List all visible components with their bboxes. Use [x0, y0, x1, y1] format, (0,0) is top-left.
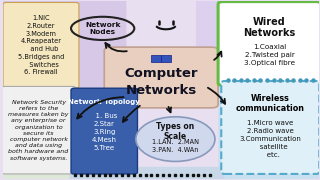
- Text: Types on
Scale: Types on Scale: [156, 122, 195, 141]
- Text: Network
Nodes: Network Nodes: [85, 22, 120, 35]
- FancyBboxPatch shape: [221, 81, 319, 174]
- Text: 1.Coaxial
2.Twisted pair
3.Optical fibre: 1.Coaxial 2.Twisted pair 3.Optical fibre: [244, 44, 295, 66]
- FancyBboxPatch shape: [0, 88, 77, 180]
- FancyBboxPatch shape: [71, 88, 138, 174]
- Text: 1. Bus
2.Star
3.Ring
4.Mesh
5.Tree: 1. Bus 2.Star 3.Ring 4.Mesh 5.Tree: [91, 113, 117, 151]
- FancyBboxPatch shape: [218, 81, 320, 180]
- Text: Wired
Networks: Wired Networks: [244, 17, 296, 38]
- Text: Network Topology: Network Topology: [68, 99, 140, 105]
- Text: Computer
Networks: Computer Networks: [124, 67, 198, 96]
- Text: 1.LAN.  2.MAN
3.PAN.  4.WAn: 1.LAN. 2.MAN 3.PAN. 4.WAn: [152, 139, 199, 153]
- FancyBboxPatch shape: [196, 0, 320, 88]
- Circle shape: [136, 117, 215, 161]
- Text: 1.NIC
2.Router
3.Modem
4.Reapeater
   and Hub
5.Bridges and
   Switches
6. Firew: 1.NIC 2.Router 3.Modem 4.Reapeater and H…: [18, 15, 64, 75]
- FancyBboxPatch shape: [2, 86, 76, 174]
- FancyBboxPatch shape: [3, 3, 79, 88]
- FancyBboxPatch shape: [218, 2, 320, 86]
- FancyBboxPatch shape: [0, 0, 126, 92]
- FancyBboxPatch shape: [162, 55, 171, 62]
- FancyBboxPatch shape: [69, 167, 224, 180]
- FancyBboxPatch shape: [104, 47, 218, 108]
- Text: 1.Micro wave
2.Radio wave
3.Communication
   satellite
   etc.: 1.Micro wave 2.Radio wave 3.Communicatio…: [239, 120, 301, 158]
- FancyBboxPatch shape: [151, 55, 161, 62]
- Text: Network Security
refers to the
measures taken by
any enterprise or
organization : Network Security refers to the measures …: [8, 100, 69, 161]
- Text: Wireless
communication: Wireless communication: [236, 94, 305, 113]
